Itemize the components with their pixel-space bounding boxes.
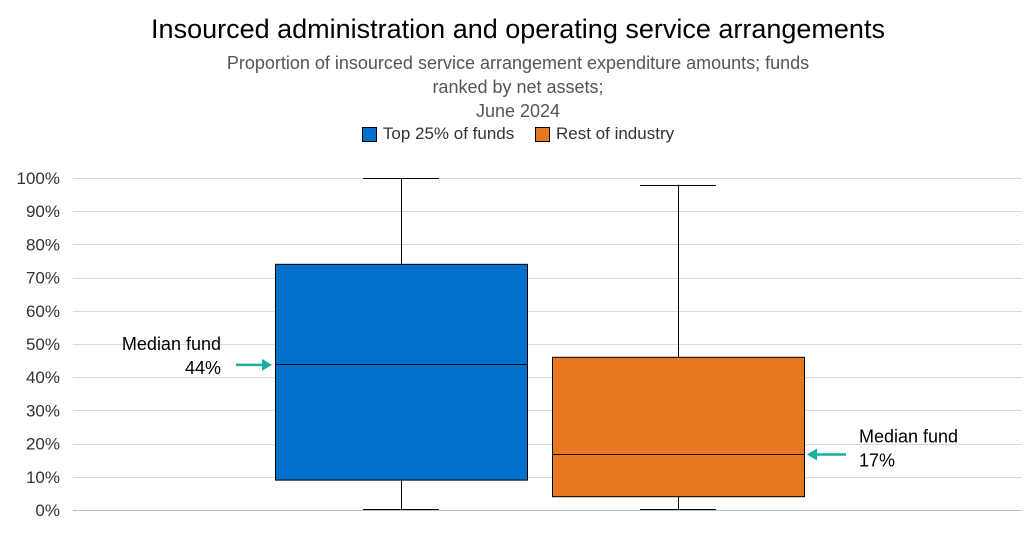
subtitle-line-2: June 2024 — [475, 101, 561, 121]
median-arrow-head-top-25 — [262, 358, 272, 371]
y-tick-label: 30% — [26, 401, 60, 420]
legend-item-rest: Rest of industry — [535, 124, 674, 144]
chart-title: Insourced administration and operating s… — [151, 14, 885, 44]
y-tick-label: 10% — [26, 468, 60, 487]
median-annotation-value-top-25: 44% — [185, 358, 221, 378]
legend-item-top-25: Top 25% of funds — [361, 124, 515, 144]
legend-swatch-top-25 — [361, 126, 377, 142]
chart-legend: Top 25% of funds Rest of industry — [0, 124, 1036, 147]
median-annotation-label-top-25: Median fund — [122, 334, 221, 354]
y-tick-label: 90% — [26, 202, 60, 221]
y-tick-label: 60% — [26, 302, 60, 321]
median-arrow-head-rest — [807, 448, 817, 461]
subtitle-line-1: Proportion of insourced service arrangem… — [226, 53, 810, 97]
y-tick-label: 70% — [26, 269, 60, 288]
y-tick-label: 0% — [35, 501, 60, 520]
y-tick-label: 40% — [26, 368, 60, 387]
legend-swatch-rest — [535, 126, 550, 142]
median-annotation-label-rest: Median fund — [859, 427, 958, 447]
y-tick-label: 80% — [26, 235, 60, 254]
y-tick-label: 100% — [17, 169, 60, 188]
y-tick-label: 50% — [26, 335, 60, 354]
box-top-25 — [275, 263, 528, 481]
median-annotation-value-rest: 17% — [859, 451, 895, 471]
box-rest — [552, 356, 805, 498]
legend-label-rest: Rest of industry — [556, 124, 675, 143]
legend-label-top-25: Top 25% of funds — [382, 124, 515, 143]
y-tick-label: 20% — [26, 435, 60, 454]
chart-subtitle: Proportion of insourced service arrangem… — [200, 51, 836, 123]
